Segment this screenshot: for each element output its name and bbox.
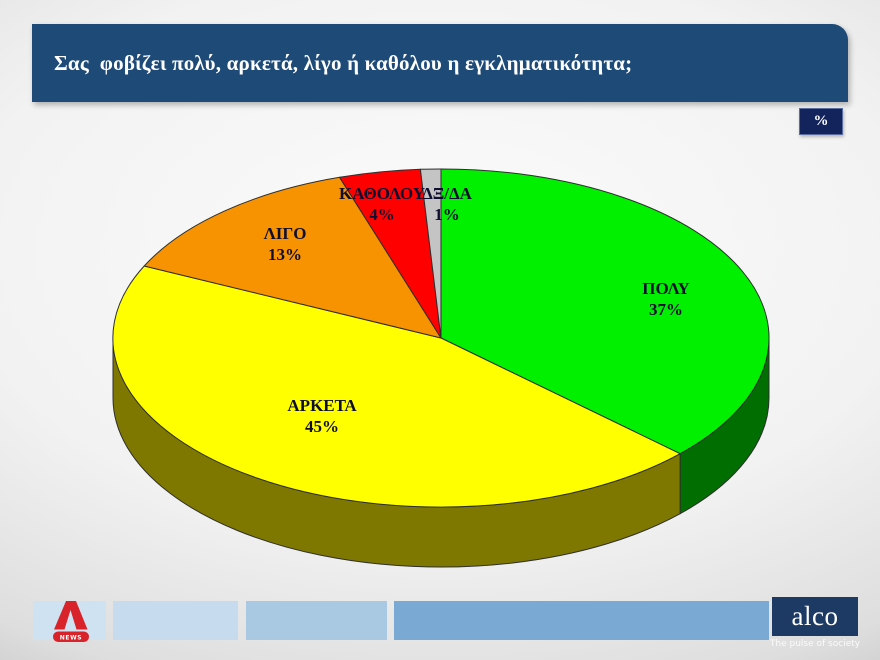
- slice-value-label: 45%: [305, 417, 339, 436]
- slice-value-label: 13%: [268, 245, 302, 264]
- slice-value-label: 4%: [369, 205, 395, 224]
- pie-label-ligo: ΛΙΓΟ 13%: [264, 223, 307, 265]
- slice-name-label: ΛΙΓΟ: [263, 224, 307, 243]
- footer-box-2: [113, 601, 238, 640]
- slice-name-label: ΔΞ/ΔΑ: [422, 184, 472, 203]
- pie-slice-0: [440, 168, 770, 455]
- percent-badge: %: [799, 108, 843, 135]
- alpha-a-icon: [53, 600, 87, 629]
- alco-logo-text: alco: [791, 601, 839, 631]
- alpha-news-logo: NEWS: [52, 600, 89, 642]
- pie-label-arketa: ΑΡΚΕΤΑ 45%: [287, 395, 356, 437]
- footer-box-4: [394, 601, 769, 640]
- alco-logo: alco: [772, 597, 858, 636]
- pie-slice-2: [143, 176, 442, 339]
- footer-box-3: [246, 601, 387, 640]
- pie-label-katholou: ΚΑΘΟΛΟΥ 4%: [339, 183, 425, 225]
- slice-value-label: 1%: [434, 205, 460, 224]
- pie-slice-1: [112, 265, 681, 508]
- slice-name-label: ΠΟΛΥ: [642, 279, 690, 298]
- footer-box-alpha: NEWS: [33, 600, 106, 642]
- page-title: Σας φοβίζει πολύ, αρκετά, λίγο ή καθόλου…: [54, 50, 633, 75]
- pie-label-dxda: ΔΞ/ΔΑ 1%: [422, 183, 472, 225]
- news-label: NEWS: [59, 634, 81, 641]
- alco-tagline: The pulse of society: [769, 639, 861, 649]
- pie-label-poly: ΠΟΛΥ 37%: [642, 278, 690, 320]
- slice-value-label: 37%: [649, 300, 683, 319]
- title-bar: Σας φοβίζει πολύ, αρκετά, λίγο ή καθόλου…: [32, 24, 848, 102]
- percent-badge-label: %: [813, 113, 829, 129]
- pie-slice-4: [419, 168, 442, 339]
- slice-name-label: ΑΡΚΕΤΑ: [287, 396, 357, 415]
- news-pill: [52, 631, 89, 642]
- slice-name-label: ΚΑΘΟΛΟΥ: [339, 184, 425, 203]
